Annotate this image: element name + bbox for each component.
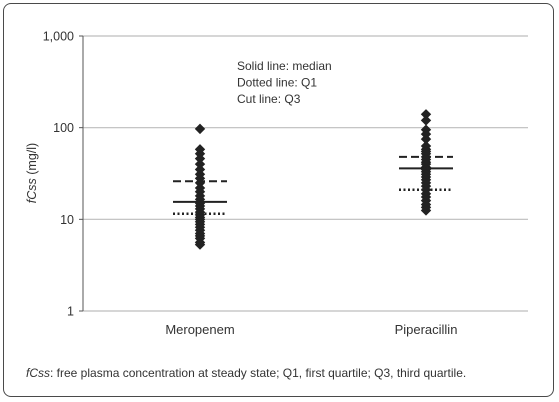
data-point	[194, 153, 206, 164]
data-point	[420, 115, 432, 126]
y-tick-label: 100	[53, 121, 74, 135]
category-label: Piperacillin	[395, 322, 458, 337]
footnote-abbr: fCss	[26, 366, 50, 380]
annotation-text: Cut line: Q3	[237, 92, 301, 106]
y-tick-label: 10	[60, 213, 74, 227]
y-axis-label-unit: (mg/l)	[25, 143, 39, 178]
y-tick-label: 1	[67, 305, 74, 319]
category-label: Meropenem	[165, 322, 234, 337]
data-point	[194, 123, 206, 135]
footnote-text: : free plasma concentration at steady st…	[50, 366, 467, 380]
y-tick-labels: 1 10 100 1,000	[43, 30, 74, 319]
data-point	[194, 239, 206, 250]
x-category-labels: Meropenem Piperacillin	[165, 322, 457, 337]
y-axis-label: fCss (mg/l)	[25, 143, 39, 203]
y-axis	[79, 35, 84, 312]
figure-frame	[3, 3, 554, 397]
annotation-legend: Solid line: median Dotted line: Q1 Cut lin…	[237, 59, 332, 106]
y-axis-label-abbr: fCss	[25, 178, 39, 203]
data-point	[420, 205, 432, 216]
data-point	[420, 109, 432, 120]
data-marks	[173, 109, 453, 250]
footnote: fCss: free plasma concentration at stead…	[26, 366, 466, 380]
y-tick-label: 1,000	[43, 30, 74, 44]
data-point	[420, 133, 432, 145]
annotation-text: Solid line: median	[237, 59, 332, 73]
data-point	[194, 158, 206, 170]
annotation-text: Dotted line: Q1	[237, 76, 317, 90]
gridlines	[83, 35, 528, 312]
